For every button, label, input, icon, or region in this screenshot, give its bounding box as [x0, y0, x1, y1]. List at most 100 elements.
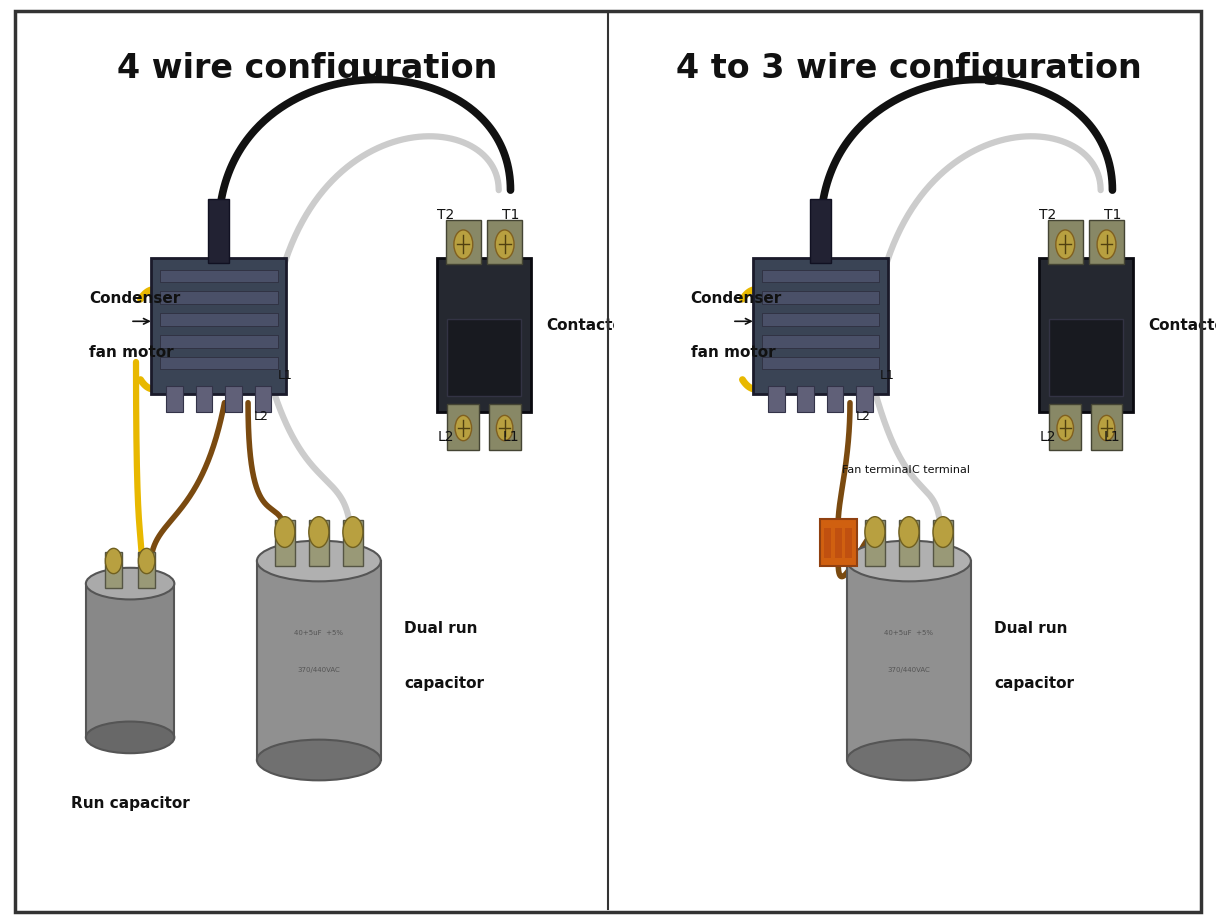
- Bar: [856, 387, 873, 412]
- Bar: [851, 561, 873, 760]
- Circle shape: [139, 548, 154, 574]
- Circle shape: [899, 517, 919, 547]
- FancyBboxPatch shape: [446, 318, 522, 396]
- Ellipse shape: [257, 739, 381, 780]
- Bar: [761, 356, 879, 369]
- Circle shape: [865, 517, 885, 547]
- Text: 370/440VAC: 370/440VAC: [298, 666, 340, 673]
- Bar: [354, 561, 377, 760]
- Text: L2: L2: [254, 410, 269, 423]
- Text: 370/440VAC: 370/440VAC: [888, 666, 930, 673]
- Circle shape: [455, 415, 472, 440]
- Text: capacitor: capacitor: [995, 676, 1075, 690]
- Bar: [225, 387, 242, 412]
- Bar: [261, 561, 283, 760]
- Bar: [769, 387, 784, 412]
- Text: Condenser: Condenser: [691, 291, 782, 306]
- Bar: [159, 270, 277, 282]
- Text: L1: L1: [879, 369, 894, 382]
- Circle shape: [496, 415, 513, 440]
- Text: L2: L2: [1040, 430, 1055, 444]
- Ellipse shape: [86, 722, 174, 753]
- Circle shape: [495, 230, 514, 258]
- Text: T2: T2: [1038, 208, 1057, 222]
- Bar: [798, 387, 814, 412]
- Circle shape: [1055, 230, 1075, 258]
- FancyBboxPatch shape: [1038, 258, 1133, 412]
- FancyBboxPatch shape: [151, 258, 287, 393]
- Bar: [810, 199, 831, 262]
- Bar: [257, 561, 381, 760]
- Bar: [254, 387, 271, 412]
- FancyBboxPatch shape: [1048, 318, 1124, 396]
- FancyBboxPatch shape: [1088, 220, 1125, 264]
- FancyBboxPatch shape: [486, 220, 523, 264]
- Bar: [208, 199, 229, 262]
- Bar: [848, 561, 970, 760]
- Bar: [761, 313, 879, 326]
- Bar: [933, 521, 953, 566]
- Text: capacitor: capacitor: [405, 676, 484, 690]
- Text: T1: T1: [1104, 208, 1121, 222]
- Text: C terminal: C terminal: [912, 465, 970, 475]
- Text: L1: L1: [1104, 430, 1121, 444]
- Bar: [845, 528, 852, 558]
- Bar: [86, 583, 174, 737]
- Ellipse shape: [848, 541, 970, 581]
- Bar: [899, 521, 919, 566]
- Text: Fan terminal: Fan terminal: [841, 465, 911, 475]
- Text: fan motor: fan motor: [89, 345, 174, 361]
- Bar: [159, 313, 277, 326]
- FancyBboxPatch shape: [753, 258, 889, 393]
- Bar: [159, 356, 277, 369]
- Text: Dual run: Dual run: [995, 621, 1068, 636]
- Text: L2: L2: [856, 410, 871, 423]
- FancyBboxPatch shape: [1049, 403, 1081, 450]
- Circle shape: [1097, 230, 1116, 258]
- Bar: [343, 521, 362, 566]
- Ellipse shape: [86, 568, 174, 599]
- FancyBboxPatch shape: [445, 220, 482, 264]
- Ellipse shape: [848, 739, 970, 780]
- Bar: [945, 561, 967, 760]
- Bar: [159, 292, 277, 304]
- Text: 4 wire configuration: 4 wire configuration: [117, 52, 497, 85]
- FancyBboxPatch shape: [437, 258, 531, 412]
- Text: L1: L1: [502, 430, 519, 444]
- Circle shape: [343, 517, 362, 547]
- Bar: [167, 387, 182, 412]
- Bar: [159, 335, 277, 348]
- Bar: [824, 528, 831, 558]
- Ellipse shape: [257, 541, 381, 581]
- FancyBboxPatch shape: [820, 520, 857, 567]
- Bar: [865, 521, 885, 566]
- Circle shape: [106, 548, 122, 574]
- Bar: [827, 387, 844, 412]
- Bar: [309, 521, 328, 566]
- Bar: [761, 335, 879, 348]
- Text: L2: L2: [438, 430, 454, 444]
- Circle shape: [933, 517, 953, 547]
- Circle shape: [275, 517, 294, 547]
- Circle shape: [309, 517, 328, 547]
- Bar: [137, 552, 156, 588]
- Text: L1: L1: [277, 369, 292, 382]
- Text: Contactor: Contactor: [1148, 318, 1216, 333]
- FancyBboxPatch shape: [447, 403, 479, 450]
- Text: T2: T2: [437, 208, 455, 222]
- Text: Run capacitor: Run capacitor: [71, 797, 190, 811]
- Bar: [275, 521, 294, 566]
- Text: Condenser: Condenser: [89, 291, 180, 306]
- FancyBboxPatch shape: [1091, 403, 1122, 450]
- Bar: [761, 270, 879, 282]
- Circle shape: [1057, 415, 1074, 440]
- Bar: [761, 292, 879, 304]
- Bar: [105, 552, 123, 588]
- Bar: [196, 387, 212, 412]
- Circle shape: [1098, 415, 1115, 440]
- Text: 40+5uF  +5%: 40+5uF +5%: [294, 630, 343, 636]
- Text: 4 to 3 wire configuration: 4 to 3 wire configuration: [676, 52, 1142, 85]
- Text: Contactor: Contactor: [546, 318, 630, 333]
- Text: T1: T1: [502, 208, 519, 222]
- FancyBboxPatch shape: [1047, 220, 1083, 264]
